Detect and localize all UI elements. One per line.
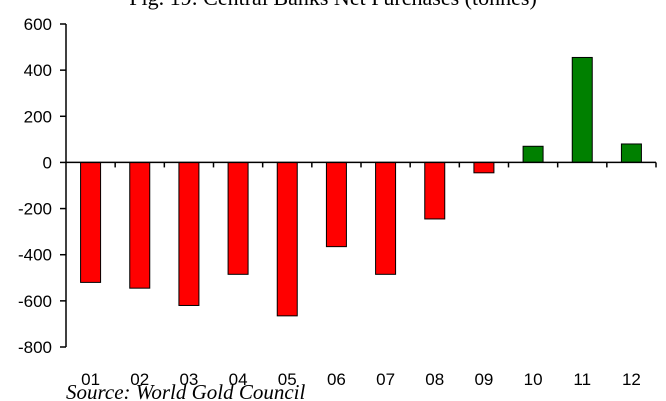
bar-11 [571,56,593,163]
x-tick-label: 02 [130,370,149,389]
y-tick-label: -800 [18,338,52,357]
x-tick-label: 05 [278,370,297,389]
x-tick-label: 01 [81,370,100,389]
bar-06 [325,161,347,248]
bar-08 [424,161,446,220]
bar-10 [522,145,544,163]
bar-02 [129,161,151,289]
x-tick-label: 04 [229,370,248,389]
x-tick-label: 06 [327,370,346,389]
chart-title: Fig. 19: Central Banks Net Purchases (to… [129,0,537,10]
bar-03 [178,161,200,306]
bar-01 [80,161,102,283]
y-tick-label: -600 [18,292,52,311]
x-tick-label: 11 [573,370,591,389]
y-tick-label: -400 [18,246,52,265]
x-axis-ticks [114,162,657,168]
y-tick-label: 400 [24,61,52,80]
bars [80,56,642,317]
x-tick-label: 10 [524,370,543,389]
bar-09 [473,161,495,174]
x-tick-label: 07 [376,370,395,389]
x-tick-label: 03 [179,370,198,389]
x-tick-label: 08 [425,370,444,389]
y-axis-ticks: 600 400 200 0 -200 -400 -600 -800 [18,15,66,357]
bar-07 [375,161,397,275]
bar-04 [227,161,249,275]
source-note: Source: World Gold Council [66,380,306,401]
bar-12 [620,143,642,163]
y-tick-label: 0 [43,153,52,172]
x-tick-label: 12 [622,370,641,389]
y-tick-label: 200 [24,107,52,126]
x-axis-labels: 01 02 03 04 05 06 07 08 09 10 11 12 [81,370,641,389]
y-tick-label: -200 [18,200,52,219]
x-tick-label: 09 [474,370,493,389]
y-tick-label: 600 [24,15,52,34]
bar-05 [276,161,298,317]
